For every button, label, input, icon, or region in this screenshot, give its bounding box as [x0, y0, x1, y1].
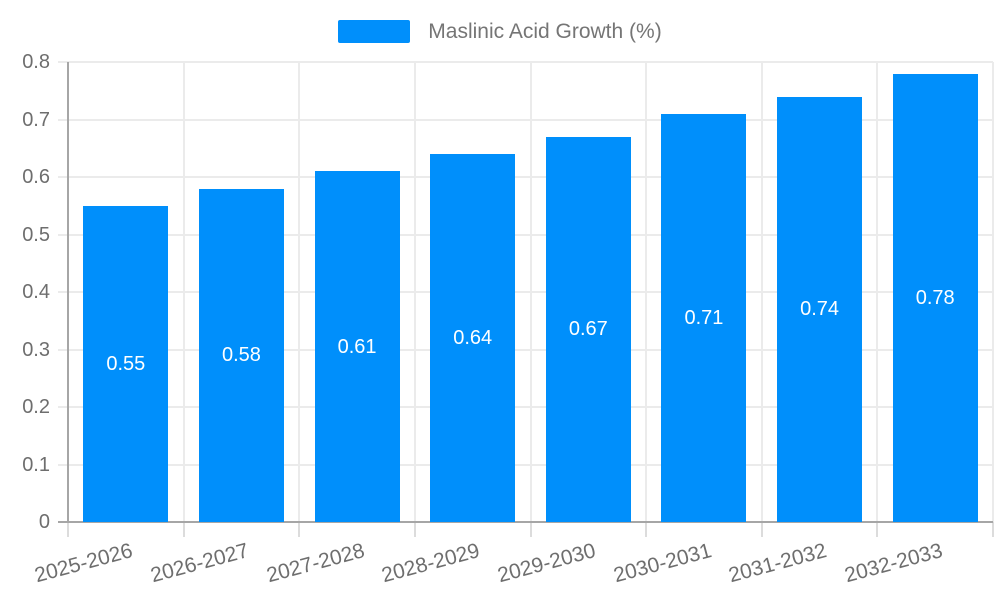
- gridline-vertical: [182, 62, 185, 522]
- y-axis-tick-label: 0.2: [22, 396, 50, 418]
- y-axis-tick-label: 0.6: [22, 166, 50, 188]
- legend-label: Maslinic Acid Growth (%): [428, 19, 662, 43]
- bar-value-label: 0.55: [106, 352, 146, 375]
- bar-value-label: 0.64: [453, 327, 493, 349]
- bar-value-label: 0.61: [337, 335, 377, 358]
- x-axis-tick-label: 2029-2030: [495, 539, 599, 588]
- x-axis-line: [58, 521, 993, 523]
- bar-2032-2033[interactable]: [892, 73, 978, 522]
- legend[interactable]: Maslinic Acid Growth (%): [0, 16, 1000, 46]
- bar-value-label: 0.74: [800, 298, 840, 321]
- x-axis-tick-label: 2027-2028: [263, 539, 367, 588]
- legend-swatch-icon: [338, 19, 411, 43]
- gridline-vertical: [992, 62, 994, 522]
- y-axis-tick-label: 0.3: [22, 338, 50, 361]
- y-axis-tick-label: 0.4: [22, 281, 50, 303]
- bar-2026-2027[interactable]: [198, 188, 284, 522]
- gridline-vertical: [760, 62, 763, 522]
- gridline-horizontal: [58, 118, 993, 121]
- bar-value-label: 0.71: [684, 306, 724, 329]
- gridline-vertical: [298, 62, 301, 522]
- x-axis-tick: [876, 522, 879, 537]
- x-axis-tick: [413, 522, 416, 537]
- gridline-horizontal: [58, 61, 993, 63]
- bar-2028-2029[interactable]: [430, 154, 516, 522]
- gridline-vertical: [413, 62, 416, 522]
- x-axis-tick: [645, 522, 648, 537]
- gridline-horizontal: [58, 291, 993, 293]
- bar-2029-2030[interactable]: [545, 136, 631, 522]
- bar-value-label: 0.67: [568, 318, 608, 341]
- gridline-vertical: [645, 62, 648, 522]
- gridline-horizontal: [58, 463, 993, 466]
- bar-2031-2032[interactable]: [777, 96, 863, 522]
- y-axis-tick-label: 0.1: [22, 453, 50, 476]
- gridline-horizontal: [58, 406, 993, 408]
- x-axis-tick: [67, 522, 69, 537]
- x-axis-tick-label: 2026-2027: [148, 539, 252, 588]
- bar-2030-2031[interactable]: [661, 113, 747, 522]
- gridline-horizontal: [58, 233, 993, 236]
- x-axis-tick-label: 2030-2031: [610, 539, 714, 588]
- y-axis-tick-label: 0: [38, 511, 50, 533]
- y-axis-tick-label: 0.8: [22, 51, 50, 73]
- x-axis-tick-label: 2028-2029: [379, 539, 483, 588]
- gridline-vertical: [876, 62, 879, 522]
- x-axis-tick: [992, 522, 994, 537]
- y-axis-line: [67, 62, 69, 522]
- x-axis-tick-label: 2032-2033: [841, 539, 945, 588]
- x-axis-tick: [182, 522, 185, 537]
- bar-value-label: 0.78: [915, 286, 955, 309]
- x-axis-tick-label: 2025-2026: [32, 539, 136, 588]
- x-axis-tick-label: 2031-2032: [726, 539, 830, 588]
- gridline-horizontal: [58, 176, 993, 178]
- x-axis-tick: [298, 522, 301, 537]
- gridline-horizontal: [58, 348, 993, 351]
- bar-2027-2028[interactable]: [314, 171, 400, 522]
- x-axis-tick: [760, 522, 763, 537]
- gridline-vertical: [529, 62, 532, 522]
- y-axis-tick-label: 0.7: [22, 108, 50, 131]
- bar-value-label: 0.58: [221, 344, 261, 367]
- y-axis-tick-label: 0.5: [22, 223, 50, 246]
- x-axis-tick: [529, 522, 532, 537]
- bar-2025-2026[interactable]: [83, 205, 169, 522]
